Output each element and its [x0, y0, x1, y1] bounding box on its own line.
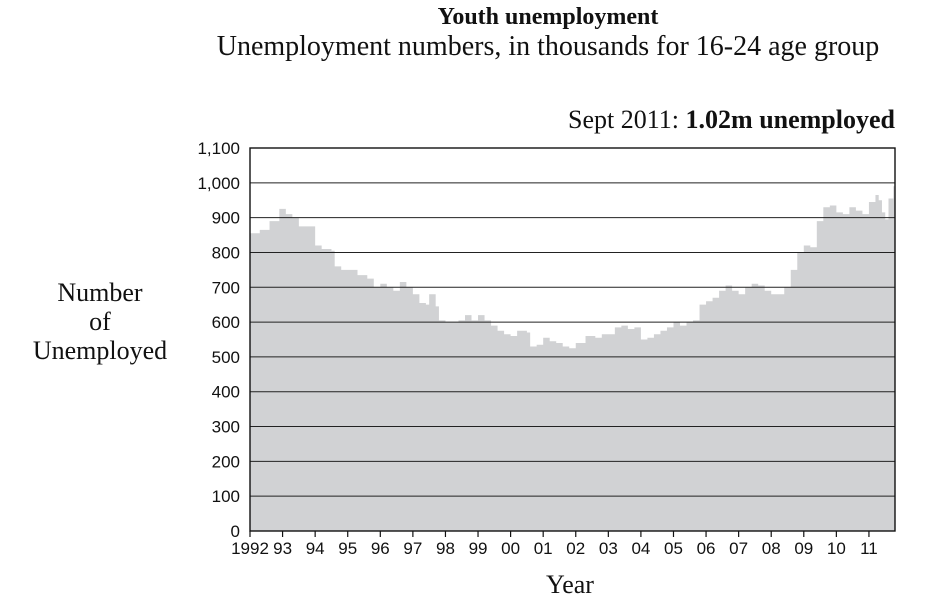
x-tick-label-93: 93 — [273, 539, 292, 558]
y-tick-label-600: 600 — [212, 313, 240, 332]
chart-subtitle: Unemployment numbers, in thousands for 1… — [216, 31, 880, 62]
y-axis-label-line-1: Number — [57, 278, 143, 307]
x-tick-label-98: 98 — [436, 539, 455, 558]
y-tick-label-400: 400 — [212, 383, 240, 402]
x-tick-label-03: 03 — [599, 539, 618, 558]
y-tick-label-500: 500 — [212, 348, 240, 367]
x-tick-label-94: 94 — [306, 539, 325, 558]
x-tick-label-02: 02 — [566, 539, 585, 558]
x-tick-label-08: 08 — [762, 539, 781, 558]
y-tick-label-1100: 1,100 — [197, 139, 240, 158]
x-tick-label-11: 11 — [860, 539, 878, 558]
y-tick-label-800: 800 — [212, 243, 240, 262]
y-axis-label-line-2: of — [89, 307, 111, 336]
x-tick-label-97: 97 — [403, 539, 422, 558]
y-tick-label-900: 900 — [212, 209, 240, 228]
x-tick-label-04: 04 — [631, 539, 650, 558]
latest-value-annotation: Sept 2011: 1.02m unemployed — [470, 105, 895, 135]
y-tick-label-0: 0 — [231, 522, 240, 541]
y-tick-label-100: 100 — [212, 487, 240, 506]
x-axis-label: Year — [546, 570, 594, 599]
y-axis-label-line-3: Unemployed — [32, 336, 168, 365]
y-tick-label-200: 200 — [212, 452, 240, 471]
x-tick-label-99: 99 — [469, 539, 488, 558]
annotation-highlight: 1.02m unemployed — [685, 105, 895, 134]
y-tick-label-1000: 1,000 — [197, 174, 240, 193]
y-axis-label: Number of Unemployed — [0, 278, 200, 365]
x-tick-label-10: 10 — [827, 539, 846, 558]
x-tick-label-1992: 1992 — [231, 539, 269, 558]
x-tick-label-01: 01 — [534, 539, 553, 558]
annotation-prefix: Sept 2011: — [568, 105, 686, 134]
x-tick-label-06: 06 — [697, 539, 716, 558]
x-tick-label-09: 09 — [794, 539, 813, 558]
x-tick-label-05: 05 — [664, 539, 683, 558]
x-tick-label-96: 96 — [371, 539, 390, 558]
plot-frame — [249, 147, 896, 532]
x-tick-label-00: 00 — [501, 539, 520, 558]
x-tick-label-95: 95 — [338, 539, 357, 558]
y-tick-label-700: 700 — [212, 278, 240, 297]
x-tick-label-07: 07 — [729, 539, 748, 558]
chart-title: Youth unemployment — [437, 4, 659, 30]
y-tick-label-300: 300 — [212, 418, 240, 437]
